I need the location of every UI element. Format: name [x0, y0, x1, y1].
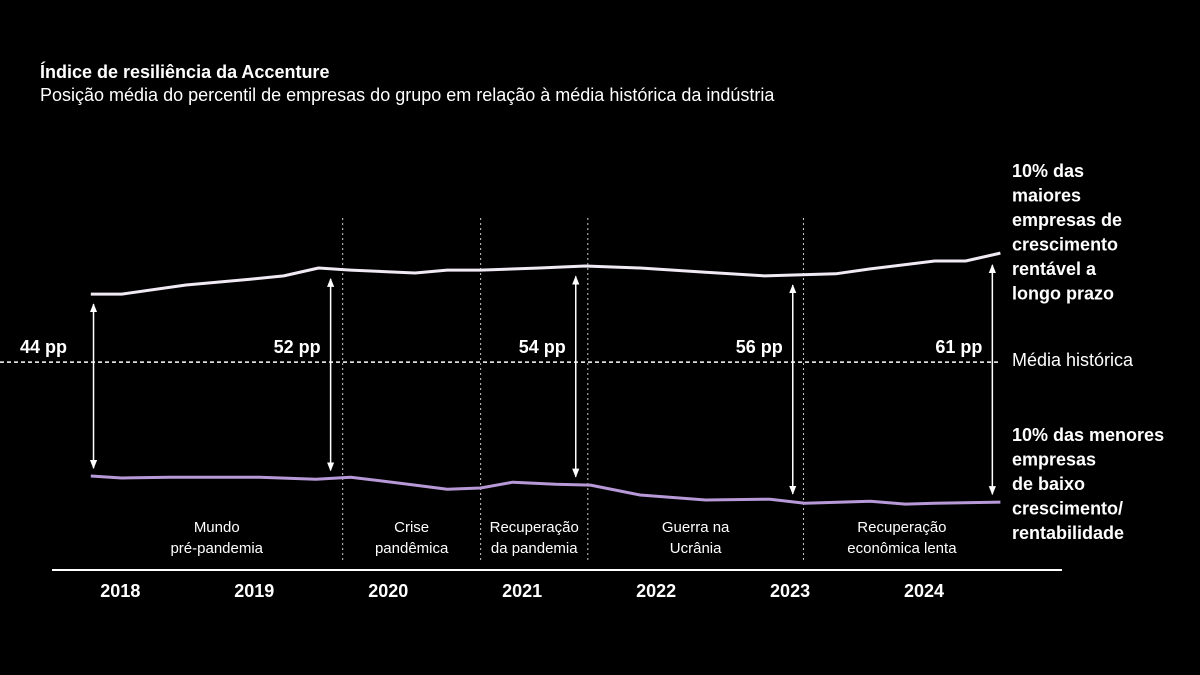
- period-label: Guerra na: [662, 519, 730, 536]
- series-line: [90, 251, 1001, 296]
- gap-label: 52 pp: [274, 337, 321, 357]
- legend-label: crescimento: [1012, 234, 1118, 254]
- gap-label: 44 pp: [20, 337, 67, 357]
- legend-label: maiores: [1012, 185, 1081, 205]
- gap-label: 54 pp: [519, 337, 566, 357]
- chart-title: Índice de resiliência da Accenture: [40, 61, 329, 82]
- period-label: Crise: [394, 519, 429, 536]
- period-label: pandêmica: [375, 540, 449, 557]
- period-label: pré-pandemia: [170, 540, 263, 557]
- period-label: Recuperação: [857, 519, 946, 536]
- gap-label: 61 pp: [935, 337, 982, 357]
- period-label: da pandemia: [491, 540, 578, 557]
- x-tick-label: 2023: [770, 581, 810, 601]
- legend-label: crescimento/: [1012, 498, 1123, 518]
- x-tick-label: 2024: [904, 581, 944, 601]
- period-label: Ucrânia: [670, 540, 722, 557]
- legend-label: empresas de: [1012, 210, 1122, 230]
- legend-label: rentável a: [1012, 259, 1097, 279]
- legend-label: rentabilidade: [1012, 523, 1124, 543]
- x-tick-label: 2018: [100, 581, 140, 601]
- legend-label: longo prazo: [1012, 283, 1114, 303]
- x-tick-label: 2022: [636, 581, 676, 601]
- legend-label: 10% das menores: [1012, 425, 1164, 445]
- legend-label: de baixo: [1012, 474, 1085, 494]
- chart-subtitle: Posição média do percentil de empresas d…: [40, 85, 775, 105]
- reference-label: Média histórica: [1012, 350, 1134, 370]
- x-tick-label: 2019: [234, 581, 274, 601]
- period-label: Mundo: [194, 519, 240, 536]
- legend-label: empresas: [1012, 449, 1096, 469]
- period-label: Recuperação: [490, 519, 579, 536]
- x-tick-label: 2021: [502, 581, 542, 601]
- gap-label: 56 pp: [736, 337, 783, 357]
- x-tick-label: 2020: [368, 581, 408, 601]
- series-line: [90, 474, 1001, 506]
- legend-label: 10% das: [1012, 161, 1084, 181]
- period-label: econômica lenta: [847, 540, 957, 557]
